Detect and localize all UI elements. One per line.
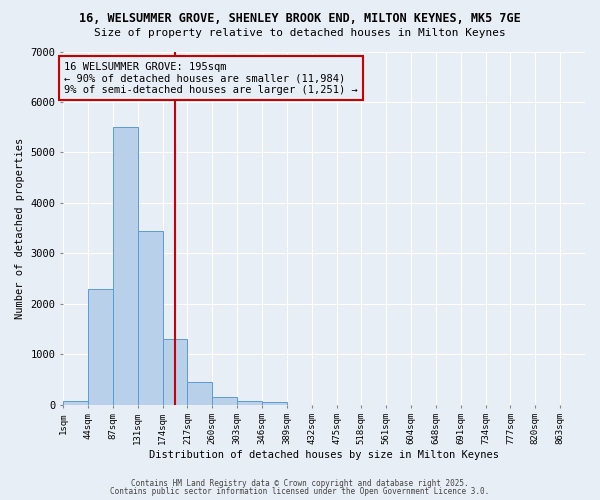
Bar bbox=[113, 127, 138, 404]
Text: 16 WELSUMMER GROVE: 195sqm
← 90% of detached houses are smaller (11,984)
9% of s: 16 WELSUMMER GROVE: 195sqm ← 90% of deta… bbox=[64, 62, 358, 95]
Bar bbox=[63, 401, 88, 404]
Text: Contains HM Land Registry data © Crown copyright and database right 2025.: Contains HM Land Registry data © Crown c… bbox=[131, 478, 469, 488]
Y-axis label: Number of detached properties: Number of detached properties bbox=[15, 138, 25, 318]
Bar bbox=[88, 288, 113, 405]
Bar bbox=[187, 382, 212, 404]
Text: 16, WELSUMMER GROVE, SHENLEY BROOK END, MILTON KEYNES, MK5 7GE: 16, WELSUMMER GROVE, SHENLEY BROOK END, … bbox=[79, 12, 521, 26]
Bar bbox=[262, 402, 287, 404]
Bar bbox=[212, 397, 237, 404]
Bar bbox=[237, 401, 262, 404]
Bar bbox=[163, 339, 187, 404]
X-axis label: Distribution of detached houses by size in Milton Keynes: Distribution of detached houses by size … bbox=[149, 450, 499, 460]
Text: Size of property relative to detached houses in Milton Keynes: Size of property relative to detached ho… bbox=[94, 28, 506, 38]
Text: Contains public sector information licensed under the Open Government Licence 3.: Contains public sector information licen… bbox=[110, 487, 490, 496]
Bar bbox=[138, 230, 163, 404]
